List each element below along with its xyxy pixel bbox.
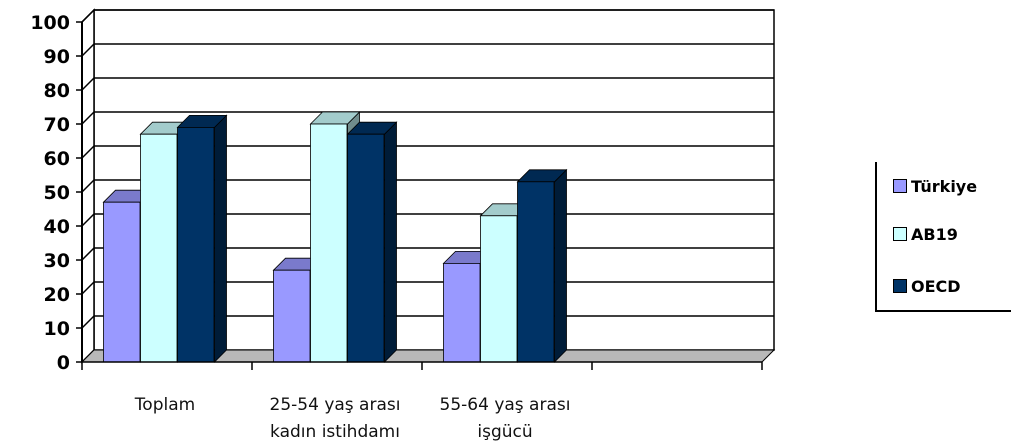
gridline-side bbox=[81, 315, 95, 329]
x-category-label: işgücü bbox=[477, 422, 532, 442]
gridline-side bbox=[81, 247, 95, 261]
gridline-side bbox=[81, 77, 95, 91]
x-category-label: kadın istihdamı bbox=[270, 422, 400, 442]
legend-item-ab19: AB19 bbox=[893, 223, 958, 245]
y-tick-label: 10 bbox=[44, 318, 70, 340]
bars bbox=[102, 111, 568, 363]
y-tick-label: 60 bbox=[44, 148, 70, 170]
gridline-side bbox=[81, 111, 95, 125]
y-tick-label: 80 bbox=[44, 80, 70, 102]
gridline-side bbox=[81, 9, 95, 23]
y-tick-label: 90 bbox=[44, 46, 70, 68]
legend-swatch-oecd bbox=[893, 279, 907, 293]
y-axis-ticks: 0 10 20 30 40 50 60 70 80 90 100 bbox=[30, 12, 83, 374]
gridline-side bbox=[81, 281, 95, 295]
x-category-label: 55-64 yaş arası bbox=[440, 395, 571, 415]
bar-oecd-2 bbox=[516, 168, 568, 363]
gridline-side bbox=[81, 43, 95, 57]
y-tick-label: 20 bbox=[44, 284, 70, 306]
legend-swatch-turkiye bbox=[893, 179, 907, 193]
legend-label-turkiye: Türkiye bbox=[911, 176, 978, 196]
bar-oecd-0 bbox=[176, 114, 228, 363]
legend-label-ab19: AB19 bbox=[911, 224, 958, 244]
gridline-side bbox=[81, 145, 95, 159]
x-category-label: Toplam bbox=[134, 395, 195, 415]
y-tick-label: 0 bbox=[57, 352, 70, 374]
y-tick-label: 100 bbox=[30, 12, 70, 34]
legend-label-oecd: OECD bbox=[911, 276, 961, 296]
y-tick-label: 50 bbox=[44, 182, 70, 204]
gridline-side bbox=[81, 179, 95, 193]
legend-item-oecd: OECD bbox=[893, 275, 961, 297]
x-axis: Toplam 25-54 yaş arası kadın istihdamı 55-6… bbox=[81, 361, 763, 442]
legend-swatch-ab19 bbox=[893, 227, 907, 241]
y-tick-label: 40 bbox=[44, 216, 70, 238]
y-tick-label: 70 bbox=[44, 114, 70, 136]
x-category-label: 25-54 yaş arası bbox=[270, 395, 401, 415]
gridline-side bbox=[81, 213, 95, 227]
bar-oecd-1 bbox=[346, 121, 398, 363]
legend-item-turkiye: Türkiye bbox=[893, 175, 977, 197]
y-tick-label: 30 bbox=[44, 250, 70, 272]
legend: Türkiye AB19 OECD bbox=[875, 162, 1011, 312]
